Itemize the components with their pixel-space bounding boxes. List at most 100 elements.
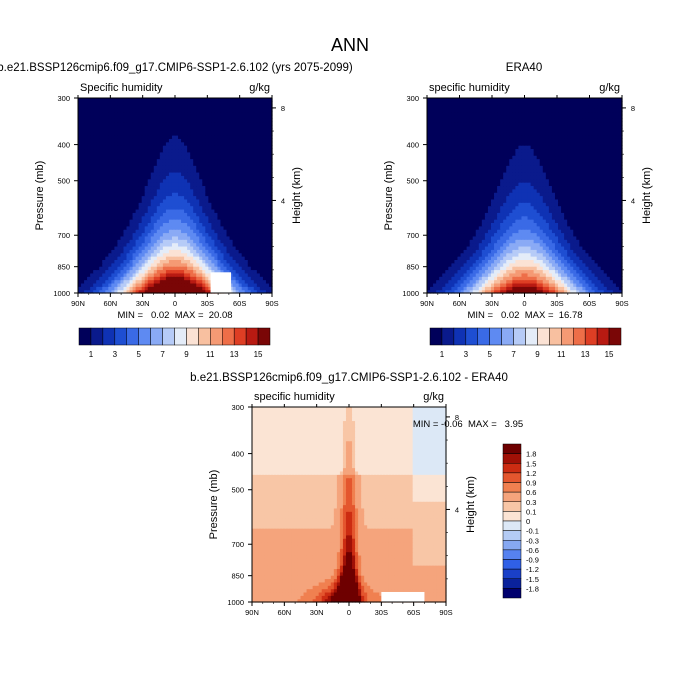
contour-cell (153, 245, 158, 250)
contour-cell (132, 266, 137, 271)
contour-cell (99, 245, 103, 250)
contour-cell (265, 232, 270, 237)
contour-cell (235, 235, 240, 240)
contour-cell (168, 252, 173, 257)
contour-cell (129, 239, 134, 244)
contour-cell (87, 272, 91, 277)
contour-cell (229, 269, 234, 274)
contour-cell (187, 225, 191, 230)
contour-cell (241, 239, 246, 244)
contour-cell (138, 272, 143, 277)
contour-cell (102, 222, 106, 227)
contour-cell (214, 262, 219, 267)
contour-cell (153, 286, 158, 291)
contour-cell (102, 262, 106, 267)
contour-cell (126, 245, 131, 250)
contour-cell (175, 282, 179, 287)
contour-cell (232, 286, 237, 291)
contour-cell (229, 276, 234, 281)
contour-cell (150, 286, 155, 291)
contour-cell (184, 262, 188, 267)
contour-cell (232, 229, 237, 234)
contour-cell (196, 286, 200, 291)
contour-cell (144, 269, 149, 274)
contour-cell (232, 262, 237, 267)
contour-cell (81, 272, 85, 277)
contour-cell (247, 242, 252, 247)
contour-cell (162, 242, 167, 247)
contour-cell (138, 269, 143, 274)
contour-cell (181, 252, 185, 257)
contour-cell (202, 225, 206, 230)
contour-cell (111, 229, 115, 234)
contour-cell (123, 232, 128, 237)
contour-cell (156, 245, 161, 250)
contour-cell (111, 239, 115, 244)
contour-cell (190, 276, 194, 281)
contour-cell (117, 245, 122, 250)
contour-cell (250, 219, 255, 223)
contour-cell (229, 286, 234, 291)
contour-cell (265, 229, 270, 234)
contour-cell (141, 256, 146, 260)
contour-cell (78, 256, 82, 260)
contour-cell (111, 222, 115, 227)
contour-cell (193, 235, 197, 240)
contour-cell (150, 242, 155, 247)
contour-cell (129, 222, 134, 227)
colorbar-swatch (210, 327, 223, 346)
contour-cell (223, 245, 228, 250)
contour-cell (265, 242, 270, 247)
contour-cell (141, 219, 146, 223)
contour-cell (108, 229, 112, 234)
contour-cell (99, 252, 103, 257)
contour-cell (120, 282, 125, 287)
x-tick-label: 60N (103, 299, 117, 308)
contour-cell (220, 219, 225, 223)
contour-cell (102, 235, 106, 240)
contour-cell (226, 225, 231, 230)
contour-cell (175, 242, 179, 247)
contour-cell (165, 269, 170, 274)
contour-cell (259, 239, 264, 244)
contour-cell (196, 266, 200, 271)
contour-cell (232, 222, 237, 227)
contour-cell (187, 279, 191, 284)
contour-cell (217, 229, 222, 234)
contour-cell (153, 239, 158, 244)
contour-cell (114, 269, 119, 274)
contour-cell (168, 219, 173, 223)
contour-cell (187, 229, 191, 234)
contour-cell (138, 235, 143, 240)
contour-cell (105, 229, 109, 234)
contour-cell (144, 239, 149, 244)
contour-cell (229, 256, 234, 260)
contour-cell (129, 252, 134, 257)
contour-cell (93, 229, 97, 234)
contour-cell (241, 249, 246, 254)
contour-cell (114, 229, 119, 234)
contour-cell (256, 219, 261, 223)
contour-cell (105, 269, 109, 274)
contour-cell (193, 215, 197, 220)
contour-cell (244, 249, 249, 254)
contour-cell (202, 252, 206, 257)
contour-cell (84, 215, 88, 220)
contour-cell (250, 289, 255, 294)
contour-cell (244, 276, 249, 281)
colorbar-swatch (78, 327, 92, 346)
contour-cell (205, 272, 209, 277)
contour-cell (96, 235, 100, 240)
contour-cell (132, 259, 137, 264)
contour-cell (196, 225, 200, 230)
colorbar-swatch (150, 327, 163, 346)
contour-cell (226, 266, 231, 271)
contour-cell (165, 229, 170, 234)
contour-cell (159, 256, 164, 260)
contour-cell (144, 235, 149, 240)
contour-cell (117, 282, 122, 287)
contour-cell (232, 266, 237, 271)
contour-cell (144, 219, 149, 223)
contour-cell (159, 279, 164, 284)
contour-cell (84, 266, 88, 271)
